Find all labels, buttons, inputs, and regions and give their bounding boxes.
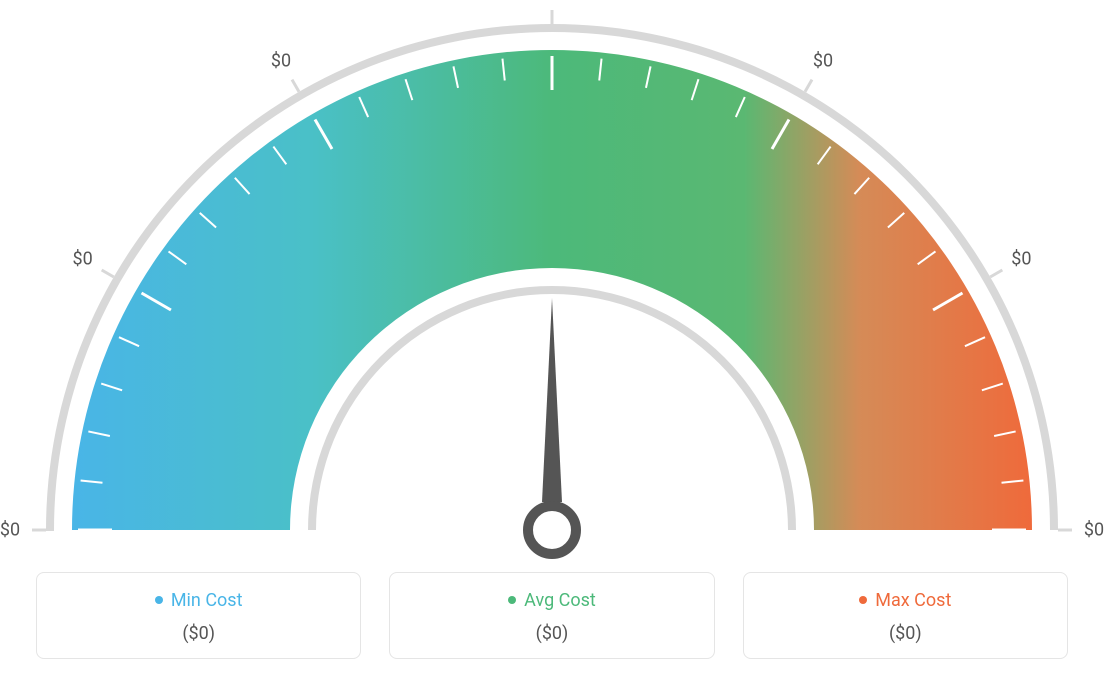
legend-card-max: Max Cost ($0): [743, 572, 1068, 659]
legend-dot-avg: [508, 596, 516, 604]
gauge-chart: $0$0$0$0$0$0$0: [0, 0, 1104, 560]
legend-dot-max: [859, 596, 867, 604]
legend-dot-min: [155, 596, 163, 604]
legend-label-min: Min Cost: [171, 590, 243, 611]
legend-title-min: Min Cost: [155, 590, 243, 611]
gauge-tick-label: $0: [813, 50, 833, 71]
legend-value-avg: ($0): [398, 623, 705, 644]
legend-title-avg: Avg Cost: [508, 590, 596, 611]
gauge-tick-label: $0: [1011, 249, 1031, 270]
legend-card-avg: Avg Cost ($0): [389, 572, 714, 659]
legend-value-min: ($0): [45, 623, 352, 644]
legend-label-max: Max Cost: [875, 590, 951, 611]
legend-value-max: ($0): [752, 623, 1059, 644]
gauge-tick-label: $0: [1084, 520, 1104, 541]
legend-card-min: Min Cost ($0): [36, 572, 361, 659]
legend-label-avg: Avg Cost: [524, 590, 596, 611]
legend-row: Min Cost ($0) Avg Cost ($0) Max Cost ($0…: [36, 572, 1068, 659]
legend-title-max: Max Cost: [859, 590, 951, 611]
gauge-svg: [0, 0, 1104, 560]
gauge-tick-label: $0: [271, 50, 291, 71]
gauge-tick-label: $0: [72, 249, 92, 270]
gauge-tick-label: $0: [0, 520, 20, 541]
